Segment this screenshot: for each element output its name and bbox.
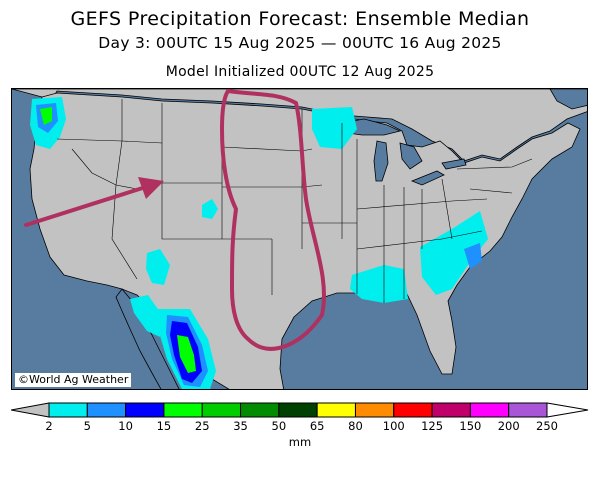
colorbar-tick-label: 10 — [118, 419, 133, 433]
colorbar-segment — [316, 402, 356, 418]
colorbar-tick-label: 250 — [536, 419, 558, 433]
colorbar-segment — [508, 402, 548, 418]
precip-great-lakes — [312, 107, 357, 149]
precip-carolinas — [420, 211, 488, 295]
colorbar-tick-label: 50 — [271, 419, 287, 433]
colorbar-segment — [201, 402, 242, 418]
colorbar-segment — [48, 402, 88, 418]
forecast-period: Day 3: 00UTC 15 Aug 2025 — 00UTC 16 Aug … — [98, 34, 502, 52]
colorbar-tick-label: 15 — [156, 419, 172, 433]
color-bar — [11, 402, 589, 418]
precip-shading — [30, 97, 488, 389]
annotation-outline — [220, 89, 327, 351]
annotation-arrow-shaft — [24, 183, 154, 227]
colorbar-segment — [469, 402, 510, 418]
copyright-label: ©World Ag Weather — [15, 373, 132, 387]
map-drawing — [12, 89, 587, 389]
colorbar-tick-label: 65 — [309, 419, 325, 433]
colorbar-tick-label: 5 — [83, 419, 91, 433]
colorbar-tick-label: 200 — [497, 419, 520, 433]
colorbar-tick-label: 25 — [194, 419, 210, 433]
colorbar-tick-label: 80 — [348, 419, 363, 433]
lake-michigan — [373, 140, 389, 182]
hudson-bay — [549, 89, 587, 110]
colorbar-segment — [86, 402, 127, 418]
canada-land — [12, 89, 587, 162]
model-init: Model Initialized 00UTC 12 Aug 2025 — [165, 64, 435, 80]
colorbar-segment — [278, 402, 318, 418]
colorbar-under-triangle — [11, 402, 50, 418]
chart-title: GEFS Precipitation Forecast: Ensemble Me… — [70, 8, 530, 30]
colorbar-tick-label: 35 — [233, 419, 248, 433]
precip-pacific-nw-green — [40, 107, 52, 125]
colorbar-tick-label: 100 — [382, 419, 405, 433]
precip-mexico-green — [177, 335, 196, 373]
colorbar-segment — [163, 402, 203, 418]
precip-colorado — [202, 199, 218, 219]
precip-arizona — [146, 249, 170, 285]
colorbar-segment — [393, 402, 433, 418]
colorbar-tick-label: 2 — [45, 419, 53, 433]
colorbar-unit: mm — [288, 435, 312, 449]
colorbar-segment — [240, 402, 280, 418]
precipitation-map: ©World Ag Weather — [11, 88, 588, 390]
precip-carolinas-blue — [464, 243, 482, 269]
precip-southeast — [350, 265, 408, 303]
colorbar-segment — [431, 402, 471, 418]
annotation-arrow-head — [138, 177, 164, 199]
colorbar-tick-label: 150 — [459, 419, 482, 433]
lake-erie — [410, 170, 445, 186]
colorbar-segment — [125, 402, 165, 418]
precip-nm-border — [130, 295, 162, 337]
colorbar-tick-label: 125 — [421, 419, 444, 433]
colorbar-segment — [354, 402, 395, 418]
map-annotations — [24, 89, 327, 351]
lake-huron — [399, 142, 423, 170]
lake-ontario — [441, 158, 467, 170]
colorbar-over-triangle — [546, 402, 589, 418]
